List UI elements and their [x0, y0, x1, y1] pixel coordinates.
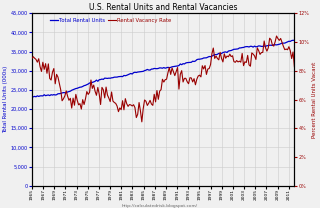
- Rental Vacancy Rate: [196, 75, 200, 77]
- Line: Rental Vacancy Rate: Rental Vacancy Rate: [32, 36, 294, 122]
- Rental Vacancy Rate: [181, 81, 185, 83]
- Total Rental Units: [292, 39, 296, 42]
- Y-axis label: Percent Rental Units Vacant: Percent Rental Units Vacant: [312, 61, 316, 138]
- Total Rental Units: [163, 67, 167, 69]
- Rental Vacancy Rate: [136, 113, 140, 115]
- Legend: Total Rental Units, Rental Vacancy Rate: Total Rental Units, Rental Vacancy Rate: [48, 16, 174, 25]
- Total Rental Units: [196, 58, 200, 61]
- Rental Vacancy Rate: [61, 98, 65, 100]
- Text: http://calculatedrisk.blogspot.com/: http://calculatedrisk.blogspot.com/: [122, 204, 198, 208]
- Total Rental Units: [181, 62, 185, 65]
- Total Rental Units: [291, 39, 295, 42]
- Line: Total Rental Units: Total Rental Units: [32, 40, 294, 97]
- Total Rental Units: [63, 92, 67, 94]
- Rental Vacancy Rate: [139, 110, 142, 112]
- Title: U.S. Rental Units and Rental Vacancies: U.S. Rental Units and Rental Vacancies: [89, 4, 237, 12]
- Total Rental Units: [30, 95, 34, 98]
- Rental Vacancy Rate: [292, 66, 296, 68]
- Rental Vacancy Rate: [163, 78, 167, 81]
- Total Rental Units: [31, 96, 35, 98]
- Rental Vacancy Rate: [275, 35, 278, 37]
- Rental Vacancy Rate: [30, 57, 34, 60]
- Total Rental Units: [137, 71, 141, 73]
- Rental Vacancy Rate: [140, 121, 144, 123]
- Total Rental Units: [140, 70, 144, 73]
- Y-axis label: Total Rental Units (000s): Total Rental Units (000s): [4, 66, 8, 133]
